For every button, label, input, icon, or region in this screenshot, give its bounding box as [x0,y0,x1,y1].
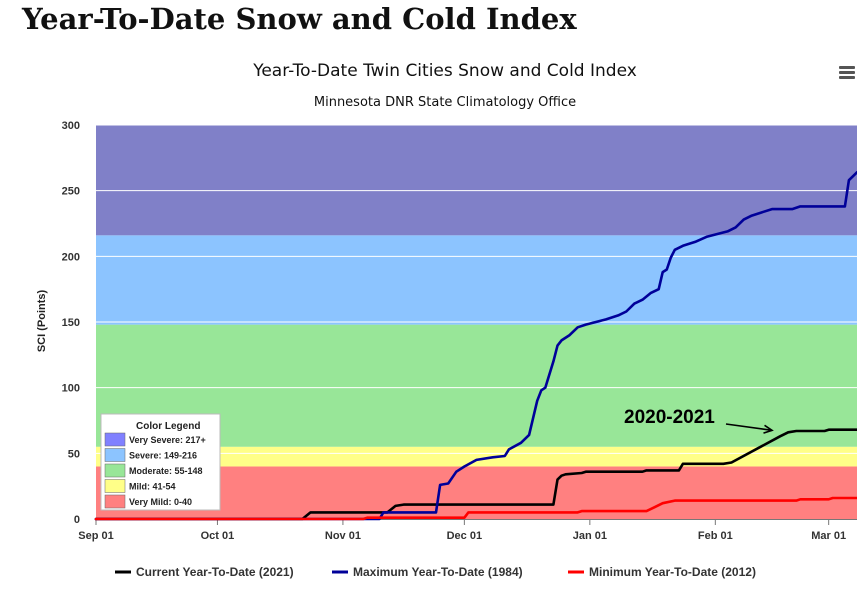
menu-bar [839,66,855,69]
series-legend-label: Maximum Year-To-Date (1984) [353,565,523,579]
color-legend-title: Color Legend [136,421,200,432]
x-tick-label: Nov 01 [325,530,361,542]
menu-bar [839,71,855,74]
chart-subtitle: Minnesota DNR State Climatology Office [314,95,576,110]
series-line [94,496,857,521]
color-legend-label: Very Severe: 217+ [129,435,206,445]
sci-band [96,125,857,236]
series-legend-label: Current Year-To-Date (2021) [136,565,294,579]
series-line [94,171,857,521]
y-tick-label: 250 [62,186,80,198]
chart-title: Year-To-Date Twin Cities Snow and Cold I… [252,61,637,81]
x-tick-label: Mar 01 [811,530,846,542]
color-legend-label: Very Mild: 0-40 [129,497,192,507]
sci-band [96,235,857,325]
annotation-arrow-shaft [725,423,773,432]
sci-band [96,466,857,519]
y-axis-label: SCI (Points) [36,290,48,353]
y-tick-label: 200 [62,251,80,263]
color-legend-label: Mild: 41-54 [129,482,176,492]
color-legend-swatch [104,463,126,478]
annotation-arrow-head [763,424,774,434]
hamburger-menu-icon[interactable] [838,64,856,80]
series-line [94,428,857,521]
x-tick-label: Sep 01 [78,530,113,542]
x-tick-label: Oct 01 [201,530,235,542]
y-tick-label: 0 [74,514,80,526]
x-tick-label: Feb 01 [698,530,733,542]
y-tick-label: 50 [68,448,80,460]
sci-band [96,446,857,467]
color-legend-swatch [104,432,126,447]
annotation-label: 2020-2021 [624,407,715,428]
color-legend-swatch [104,448,126,462]
y-tick-label: 300 [62,120,80,132]
page-heading: Year-To-Date Snow and Cold Index [22,2,577,36]
x-tick-label: Jan 01 [573,530,607,542]
x-tick-label: Dec 01 [447,530,482,542]
color-legend-swatch [104,494,126,509]
color-legend-swatch [104,479,126,493]
y-tick-label: 100 [62,383,80,395]
series-legend-label: Minimum Year-To-Date (2012) [589,565,756,579]
color-legend-box [100,413,221,511]
color-legend-label: Severe: 149-216 [129,451,197,461]
y-tick-label: 150 [62,317,80,329]
sci-band [96,324,857,447]
menu-bar [839,76,855,79]
color-legend-label: Moderate: 55-148 [129,466,203,476]
